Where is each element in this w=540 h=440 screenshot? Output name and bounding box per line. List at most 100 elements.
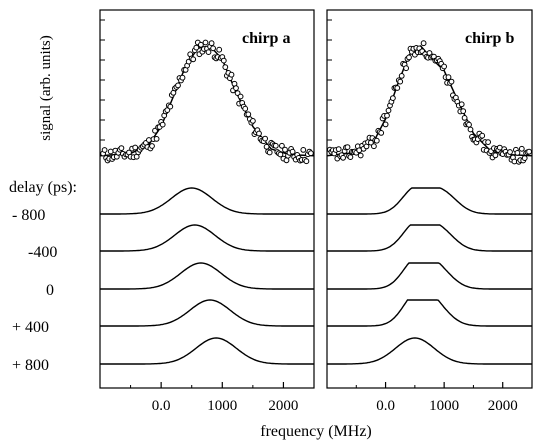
data-point [245,111,252,118]
fit-curve [326,44,533,157]
x-tick-label: 2000 [268,398,298,414]
data-point [179,74,186,81]
x-axis-label: frequency (MHz) [260,423,372,440]
data-point [279,142,285,149]
data-point [378,130,385,136]
panel-title: chirp b [465,30,514,47]
data-point [256,130,262,137]
delay-trace [327,187,532,215]
delay-label: -400 [28,244,57,261]
data-point [202,39,209,46]
data-point [146,137,152,143]
x-tick-label: 2000 [488,398,518,414]
x-tick-label: 1000 [429,398,459,414]
data-point [492,152,499,159]
data-point [283,157,290,164]
data-point [445,74,452,81]
data-point [390,95,396,101]
data-point [384,112,390,119]
delay-trace [327,262,532,290]
data-point [526,148,532,155]
data-point [118,145,125,152]
data-point [357,152,364,159]
delay-trace [327,224,532,252]
data-point [347,154,354,161]
data-point [175,82,181,89]
data-point [335,146,342,153]
data-point [371,143,377,150]
data-point [101,147,108,153]
delay-header: delay (ps): [9,179,77,196]
data-point [159,121,166,128]
x-tick-label: 1000 [207,398,237,414]
data-point [458,101,465,108]
panel-chirp-b: chirp b 0.0 1000 2000 [326,9,533,414]
data-point [466,121,472,128]
data-point [398,73,405,79]
fit-curve [99,45,315,157]
data-point [222,64,229,70]
data-point [308,150,314,157]
y-axis-label: signal (arb. units) [38,35,54,140]
data-point [190,56,197,63]
data-point [132,144,139,151]
data-point [420,40,427,47]
data-point [263,143,270,150]
delay-trace [327,337,532,365]
delay-trace [100,262,314,290]
data-point [289,148,296,155]
delay-trace [100,337,314,365]
data-point [205,49,212,55]
data-point [220,57,227,64]
panel-frame [99,9,315,389]
delay-trace [327,299,532,327]
delay-trace [100,299,314,327]
data-point [216,46,223,53]
data-point [518,145,525,152]
data-point [193,44,200,51]
data-point [373,137,380,144]
data-point [228,71,235,78]
data-point [397,78,404,85]
data-point [479,132,486,139]
data-point [385,107,392,114]
data-point [208,40,215,47]
data-point [282,146,288,153]
delay-label: - 800 [12,207,45,224]
delay-label: + 800 [12,357,49,374]
data-point [303,158,310,165]
data-point [340,154,347,161]
x-tick-label: 0.0 [152,398,171,414]
panel-frame [326,9,533,389]
data-point [237,93,244,100]
data-point [467,126,474,133]
data-point [250,118,256,124]
data-point [262,135,269,142]
data-point [198,41,204,48]
data-point [272,142,279,149]
data-point [266,149,273,156]
data-point [441,63,448,70]
delay-trace [100,187,314,215]
data-point [107,148,114,155]
data-point [149,143,155,149]
data-point [461,115,468,121]
panel-title: chirp a [242,30,290,47]
data-point [403,65,410,72]
delay-label: 0 [46,282,54,299]
data-point [460,108,467,114]
data-point [382,121,389,128]
data-point [277,151,284,158]
delay-trace [100,224,314,252]
data-point [300,147,307,153]
data-point [153,136,160,142]
delay-label: + 400 [12,319,49,336]
data-point [507,149,513,155]
data-point [210,45,217,52]
data-point [514,150,521,156]
data-point [448,78,455,85]
data-point [485,139,492,146]
delay-labels: - 800 -400 0 + 400 + 800 [12,207,57,374]
data-point [242,105,249,112]
